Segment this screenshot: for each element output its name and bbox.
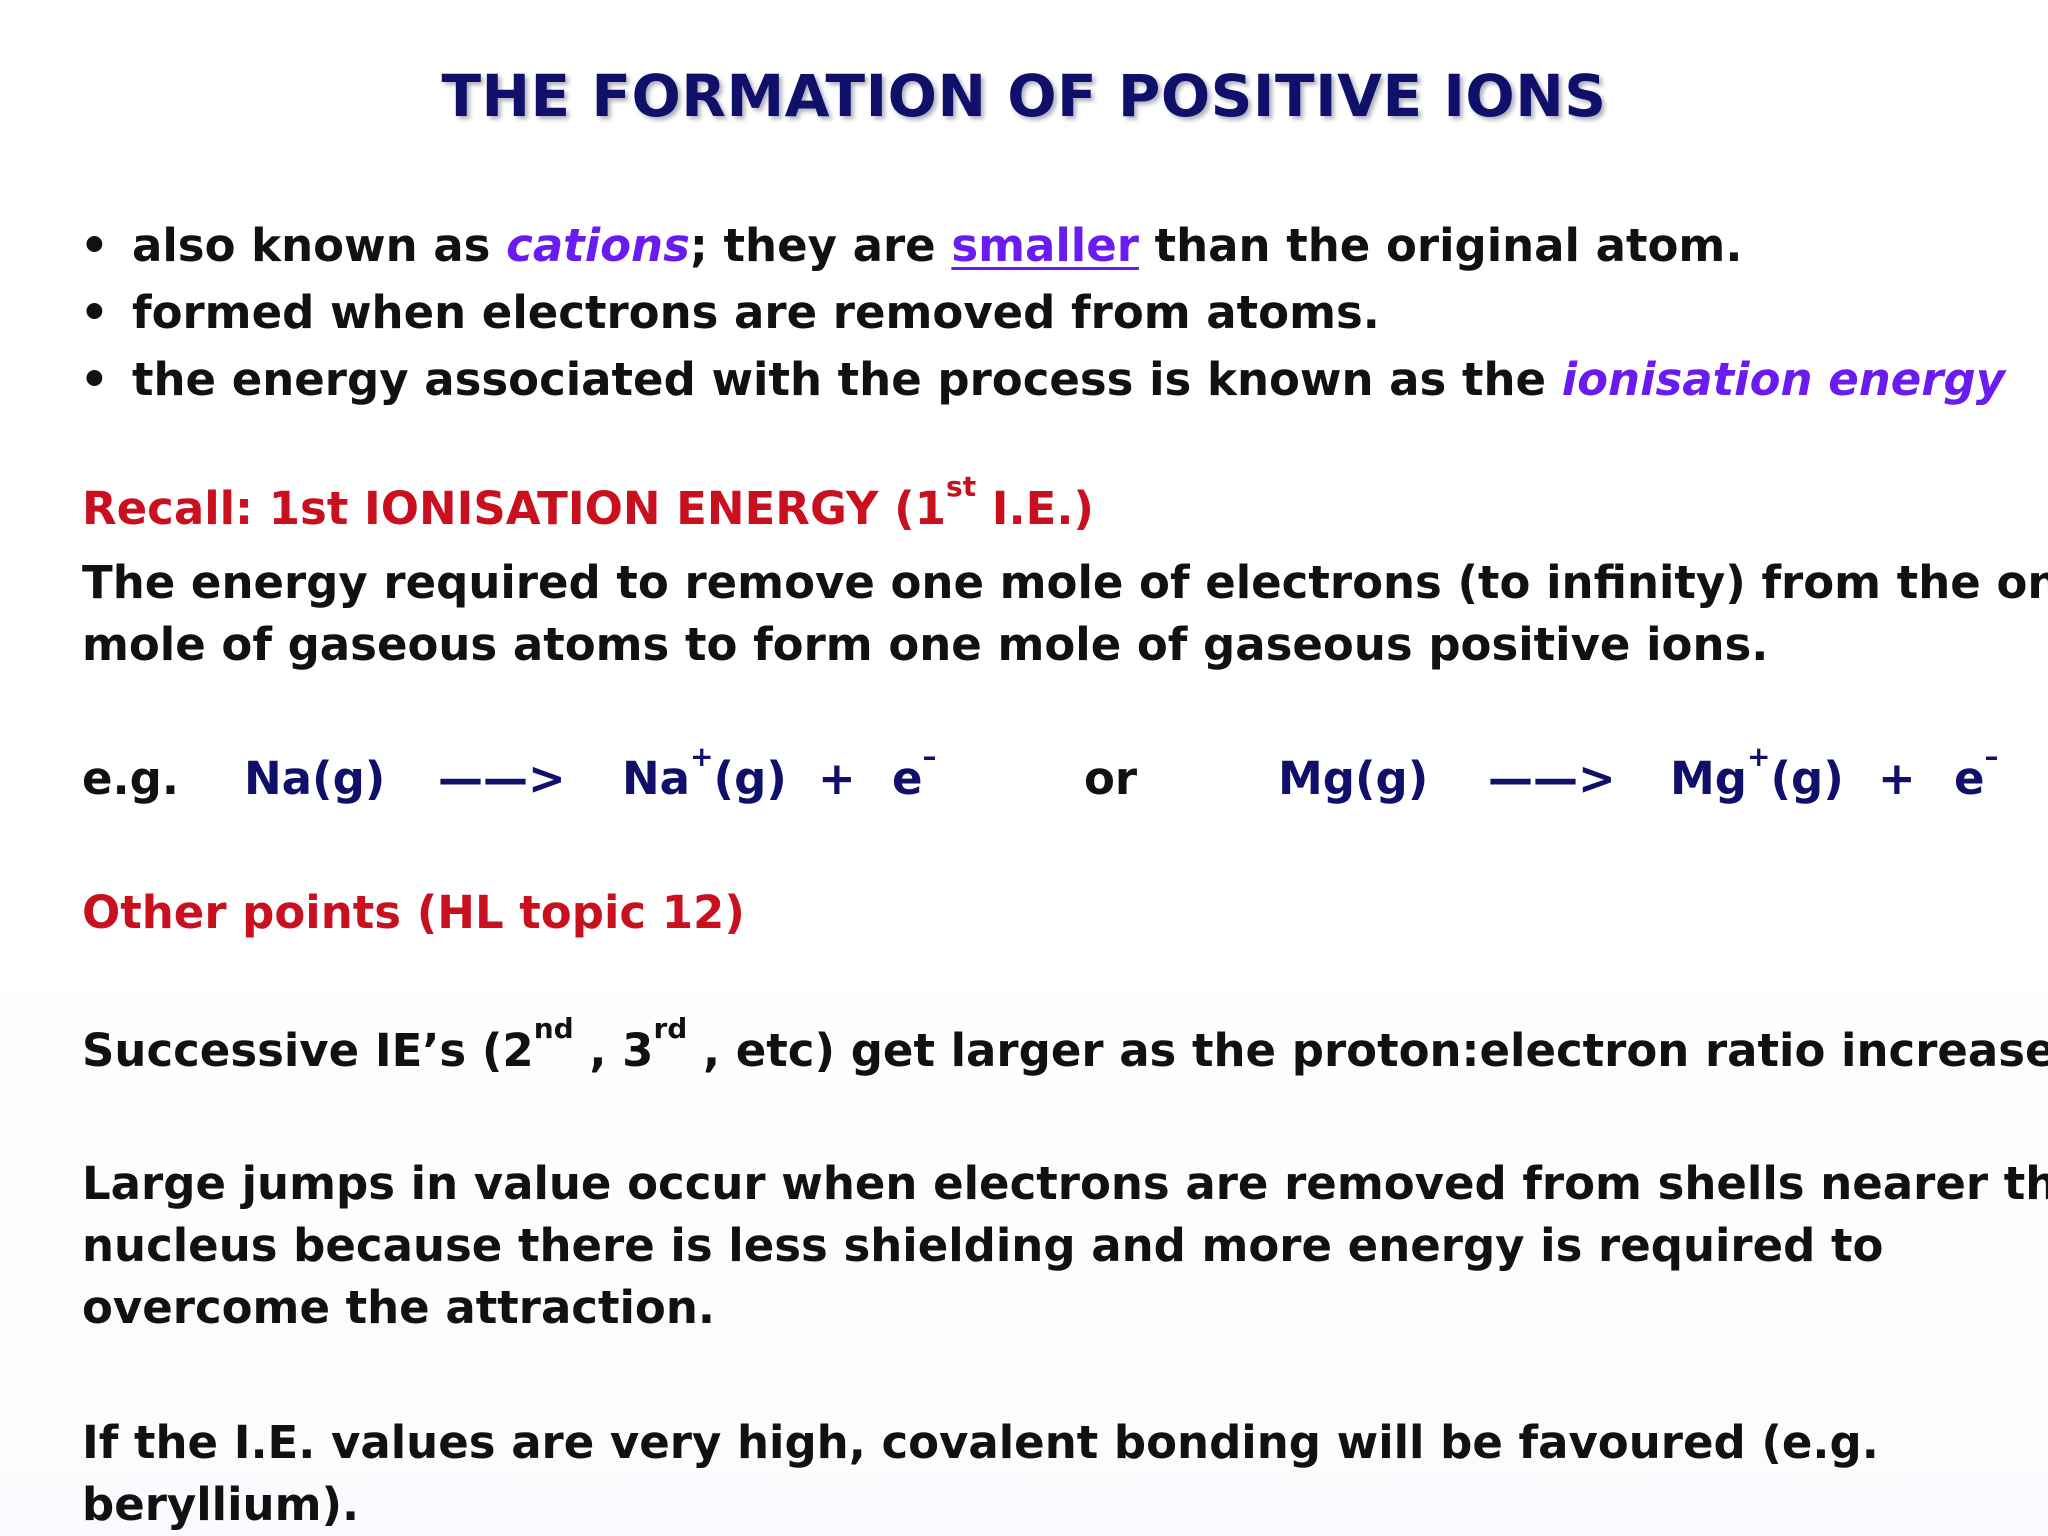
bullet-item-formation: formed when electrons are removed from a… [80, 279, 2005, 346]
recall-heading: Recall: 1st IONISATION ENERGY (1st I.E.) [82, 473, 1094, 536]
bullet-item-energy: the energy associated with the process i… [80, 346, 2005, 413]
na-symbol: Na [622, 752, 691, 805]
ionisation-energy-term: ionisation energy [1561, 353, 2006, 406]
bullet-text: also known as [132, 219, 507, 272]
eg-label: e.g. [82, 752, 179, 805]
mg-symbol: Mg [1670, 752, 1747, 805]
electron-2: e– [1954, 740, 1999, 805]
successive-sup-nd: nd [533, 1012, 574, 1045]
recall-definition-line-2: mole of gaseous atoms to form one mole o… [82, 618, 1769, 671]
mg-charge: + [1747, 740, 1771, 773]
recall-heading-text-end: I.E.) [976, 482, 1094, 535]
electron-symbol: e [1954, 752, 1985, 805]
recall-heading-sup: st [946, 470, 977, 503]
mg-phase: (g) [1770, 752, 1844, 805]
recall-definition: The energy required to remove one mole o… [82, 552, 2048, 676]
arrow-1: ——> [438, 752, 566, 805]
electron-charge: – [922, 740, 937, 773]
na-charge: + [690, 740, 714, 773]
large-jumps-paragraph: Large jumps in value occur when electron… [82, 1153, 2048, 1339]
electron-1: e– [892, 740, 937, 805]
na-phase: (g) [713, 752, 787, 805]
slide-title: THE FORMATION OF POSITIVE IONS [441, 62, 1607, 130]
successive-text-mid: , 3 [573, 1024, 654, 1077]
large-jumps-line-3: overcome the attraction. [82, 1281, 715, 1334]
cations-term: cations [506, 219, 690, 272]
covalent-line-2: beryllium). [82, 1478, 360, 1531]
or-label: or [1084, 752, 1138, 805]
reactant-na: Na(g) [244, 752, 386, 805]
arrow-2: ——> [1488, 752, 1616, 805]
bullet-text: formed when electrons are removed from a… [132, 286, 1380, 339]
successive-sup-rd: rd [653, 1012, 688, 1045]
large-jumps-line-1: Large jumps in value occur when electron… [82, 1157, 2048, 1210]
bullet-item-cations: also known as cations; they are smaller … [80, 212, 2005, 279]
plus-sign-1: + [818, 752, 856, 805]
other-points-heading: Other points (HL topic 12) [82, 886, 745, 939]
product-mg-ion: Mg+(g) [1670, 740, 1844, 805]
electron-symbol: e [892, 752, 923, 805]
covalent-bonding-paragraph: If the I.E. values are very high, covale… [82, 1412, 1879, 1536]
reactant-mg: Mg(g) [1278, 752, 1429, 805]
recall-definition-line-1: The energy required to remove one mole o… [82, 556, 2048, 609]
smaller-link[interactable]: smaller [951, 219, 1139, 272]
bullet-text: than the original atom. [1138, 219, 1743, 272]
electron-charge: – [1984, 740, 1999, 773]
large-jumps-line-2: nucleus because there is less shielding … [82, 1219, 1884, 1272]
bullet-text: the energy associated with the process i… [132, 353, 1562, 406]
product-na-ion: Na+(g) [622, 740, 787, 805]
bullet-list: also known as cations; they are smaller … [80, 212, 2005, 413]
recall-heading-text: Recall: 1st IONISATION ENERGY (1 [82, 482, 947, 535]
bullet-text: ; they are [689, 219, 952, 272]
plus-sign-2: + [1878, 752, 1916, 805]
successive-text-end: , etc) get larger as the proton:electron… [687, 1024, 2048, 1077]
successive-text: Successive IE’s (2 [82, 1024, 534, 1077]
ionisation-equation: e.g. Na(g) ——> Na+(g) + e– or Mg(g) ——> … [0, 740, 2048, 822]
covalent-line-1: If the I.E. values are very high, covale… [82, 1416, 1879, 1469]
successive-ie-text: Successive IE’s (2nd , 3rd , etc) get la… [82, 1015, 2048, 1082]
